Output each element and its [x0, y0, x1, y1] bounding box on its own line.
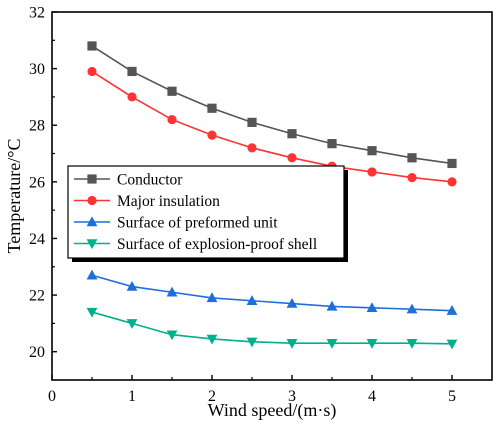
- data-point: [127, 66, 137, 77]
- data-point: [247, 143, 257, 153]
- legend-marker: [87, 174, 97, 184]
- series-line: [91, 70, 453, 183]
- data-point: [206, 334, 218, 345]
- legend-entry: Major insulation: [74, 193, 220, 210]
- y-tick-label: 20: [29, 344, 45, 361]
- data-point: [447, 177, 457, 187]
- x-tick-label: 2: [208, 388, 216, 405]
- data-point: [86, 307, 98, 318]
- y-tick-label: 24: [29, 231, 45, 248]
- legend-label: Surface of preformed unit: [117, 215, 278, 232]
- data-point: [166, 286, 178, 297]
- data-point: [326, 339, 338, 349]
- data-point: [407, 173, 417, 183]
- legend-label: Surface of explosion-proof shell: [117, 236, 317, 253]
- data-point: [246, 295, 258, 305]
- data-point: [366, 339, 378, 349]
- legend-entry: Surface of explosion-proof shell: [74, 236, 317, 253]
- data-point: [287, 153, 297, 163]
- data-point: [206, 292, 218, 303]
- data-point: [286, 297, 298, 308]
- data-point: [167, 86, 177, 96]
- legend-marker: [86, 239, 98, 250]
- legend-label: Conductor: [117, 172, 183, 189]
- axes-layer: 0 1 2 3 4 5 20 22 24 26 28 30 32: [29, 5, 456, 406]
- data-point: [247, 117, 257, 127]
- data-point: [167, 114, 177, 125]
- legend-label: Major insulation: [117, 193, 220, 210]
- legend-entry: Conductor: [74, 172, 183, 189]
- data-point: [327, 139, 337, 149]
- x-tick-label: 3: [288, 388, 296, 405]
- series-layer: [86, 41, 458, 350]
- x-tick-label: 4: [368, 388, 376, 405]
- y-tick-label: 26: [29, 174, 45, 191]
- series-line: [91, 274, 453, 312]
- data-point: [207, 103, 217, 113]
- x-axis-label: Wind speed/(m·s): [208, 400, 337, 421]
- data-point: [447, 158, 457, 169]
- data-point: [406, 339, 418, 349]
- series-line: [91, 311, 453, 345]
- legend-marker: [87, 195, 97, 206]
- data-point: [87, 66, 97, 77]
- data-point: [287, 129, 297, 139]
- x-tick-label: 1: [128, 388, 136, 405]
- series-3: [86, 269, 458, 315]
- data-point: [127, 92, 137, 102]
- y-tick-label: 22: [29, 288, 45, 305]
- data-point: [366, 302, 378, 313]
- legend-box: [67, 165, 345, 259]
- data-point: [446, 305, 458, 315]
- data-point: [126, 280, 138, 291]
- series-4: [86, 307, 458, 350]
- data-point: [126, 319, 138, 329]
- plot-area-frame: [51, 11, 493, 381]
- data-point: [407, 153, 417, 163]
- legend: Conductor Major insulation Surface of pref…: [67, 165, 348, 262]
- series-line: [91, 45, 453, 165]
- data-point: [246, 337, 258, 348]
- y-tick-label: 32: [29, 5, 45, 22]
- data-point: [367, 146, 377, 156]
- x-tick-label: 0: [48, 388, 56, 405]
- data-point: [367, 167, 377, 177]
- data-point: [87, 41, 97, 51]
- data-point: [166, 330, 178, 341]
- series-2: [87, 66, 457, 187]
- data-point: [86, 269, 98, 280]
- legend-entry: Surface of preformed unit: [74, 215, 278, 232]
- data-point: [207, 130, 217, 140]
- y-axis-label: Temperature/°C: [4, 139, 24, 254]
- y-tick-label: 30: [29, 61, 45, 78]
- data-point: [326, 300, 338, 311]
- data-point: [446, 339, 458, 350]
- legend-marker: [86, 216, 98, 227]
- data-point: [286, 339, 298, 349]
- y-tick-label: 28: [29, 118, 45, 135]
- series-1: [87, 41, 457, 169]
- data-point: [406, 303, 418, 314]
- x-tick-label: 5: [448, 388, 456, 405]
